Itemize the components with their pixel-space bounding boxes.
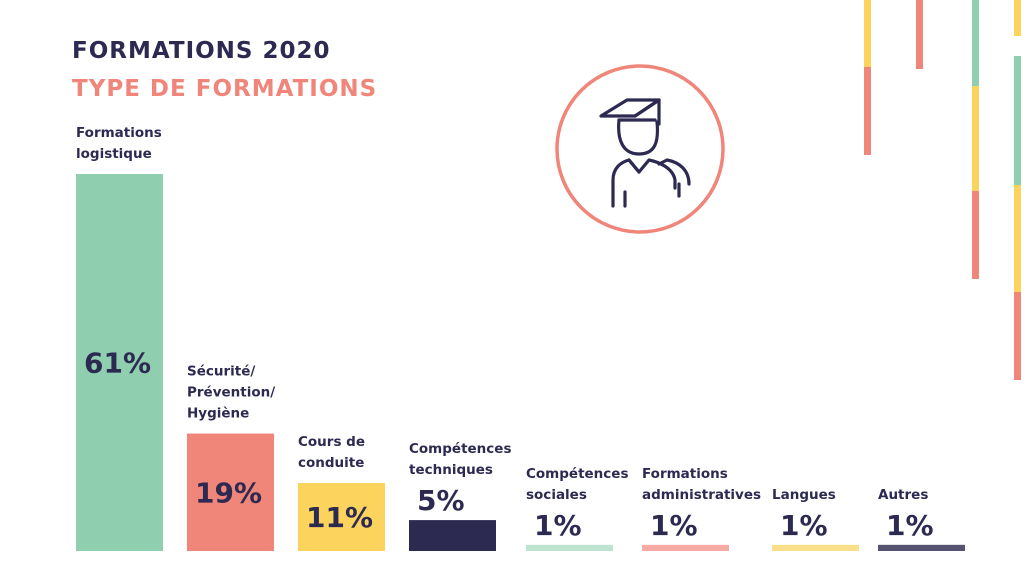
category-label-6: Langues	[772, 487, 836, 503]
category-label-line: Prévention/	[187, 385, 275, 401]
bar-value-label-3: 5%	[417, 484, 465, 517]
category-label-line: sociales	[526, 487, 587, 503]
bar-value-label-5: 1%	[650, 509, 698, 542]
category-label-line: Formations	[642, 466, 728, 482]
category-label-2: Cours de conduite	[298, 434, 365, 471]
category-label-0: Formations logistique	[76, 125, 162, 162]
category-label-line: Cours de	[298, 434, 365, 450]
bar-value-label-1: 19%	[195, 476, 262, 509]
category-label-3: Compétences techniques	[409, 441, 511, 478]
category-label-7: Autres	[878, 487, 928, 503]
category-label-line: logistique	[76, 146, 152, 162]
bar-value-label-0: 61%	[84, 347, 151, 380]
bar-value-label-4: 1%	[534, 509, 582, 542]
category-label-line: Hygiène	[187, 406, 249, 422]
bar-4	[526, 544, 613, 551]
category-label-line: Compétences	[409, 441, 511, 457]
category-label-5: Formations administratives	[642, 466, 761, 503]
bar-6	[772, 544, 859, 551]
bar-value-label-6: 1%	[780, 509, 828, 542]
category-label-line: techniques	[409, 462, 493, 478]
category-label-line: Autres	[878, 487, 928, 503]
graduate-icon	[555, 64, 725, 234]
category-label-4: Compétences sociales	[526, 466, 628, 503]
chart-subtitle: TYPE DE FORMATIONS	[72, 76, 378, 102]
bar-1	[187, 433, 274, 551]
category-label-line: Langues	[772, 487, 836, 503]
chart-title: FORMATIONS 2020	[72, 38, 331, 64]
bar-value-label-2: 11%	[306, 501, 373, 534]
category-label-line: Compétences	[526, 466, 628, 482]
category-label-line: Sécurité/	[187, 364, 255, 380]
category-label-line: conduite	[298, 455, 364, 471]
category-label-line: administratives	[642, 487, 761, 503]
bar-0	[76, 174, 163, 551]
bar-7	[878, 544, 965, 551]
bar-3	[409, 520, 496, 551]
bar-value-label-7: 1%	[886, 509, 934, 542]
bar-2	[298, 483, 385, 551]
category-label-line: Formations	[76, 125, 162, 141]
category-label-1: Sécurité/Prévention/Hygiène	[187, 364, 275, 422]
bar-5	[642, 544, 729, 551]
